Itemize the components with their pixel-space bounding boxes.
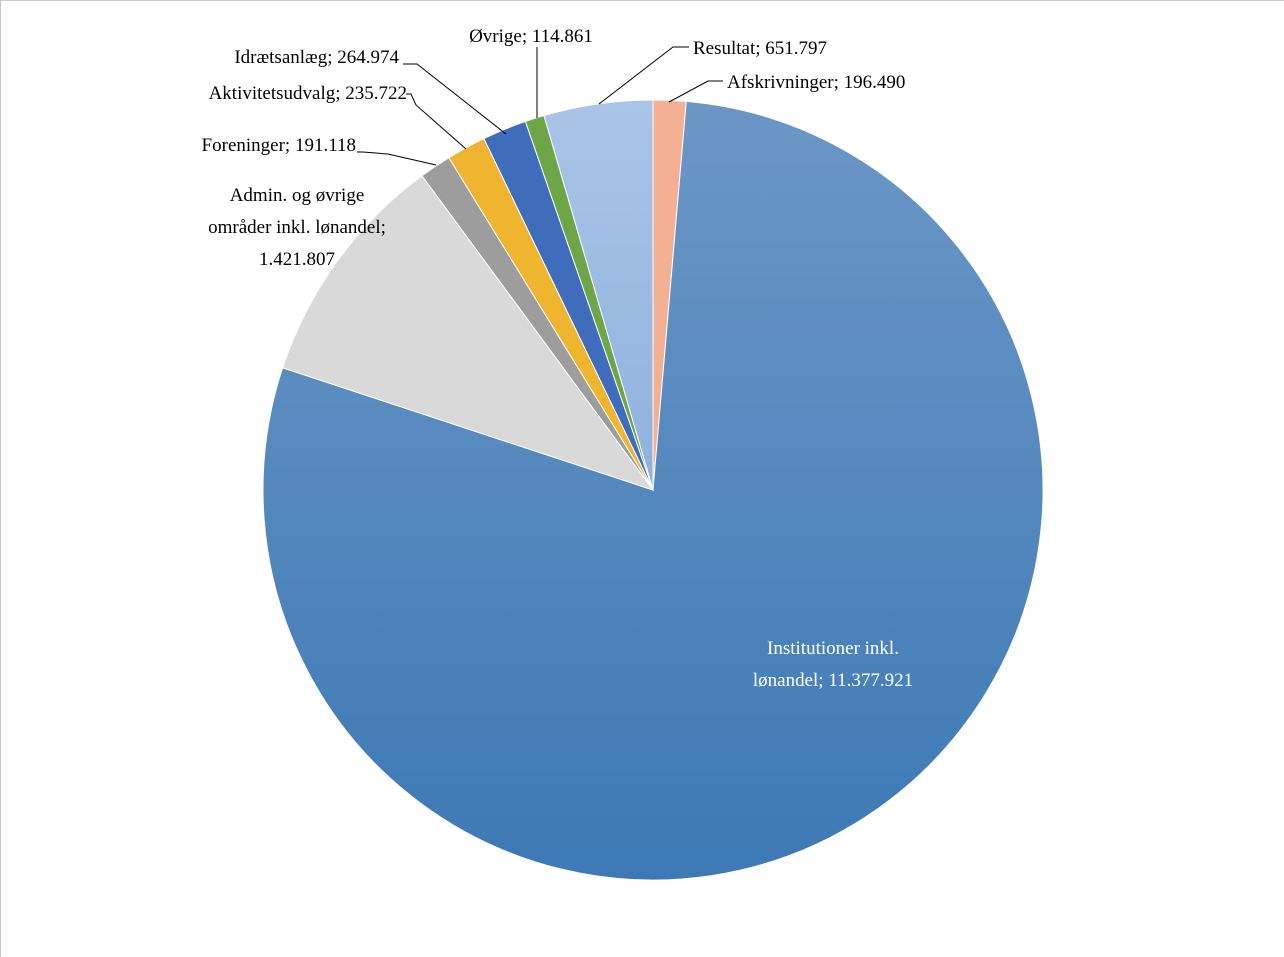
- leader-line-resultat: [598, 46, 689, 105]
- data-label-institutioner-line-2: lønandel; 11.377.921: [753, 670, 913, 691]
- data-label-idraetsanlaeg: Idrætsanlæg; 264.974: [234, 47, 399, 68]
- leader-lines: [357, 46, 723, 166]
- data-labels: Afskrivninger; 196.490 Resultat; 651.797…: [202, 26, 914, 691]
- data-label-admin-line-2: områder inkl. lønandel;: [208, 217, 386, 238]
- leader-line-idraetsanlaeg: [403, 63, 507, 135]
- data-label-admin-line-3: 1.421.807: [259, 249, 335, 270]
- data-label-ovrige: Øvrige; 114.861: [469, 26, 593, 47]
- data-label-resultat: Resultat; 651.797: [693, 38, 827, 59]
- leader-line-foreninger: [357, 151, 437, 166]
- leader-line-aktivitetsudvalg: [406, 93, 467, 150]
- data-label-afskrivninger: Afskrivninger; 196.490: [727, 72, 905, 93]
- pie-slice-admin-og-ovrige-omrader-inkl-lonandel: [282, 175, 655, 491]
- data-label-admin-line-1: Admin. og øvrige: [230, 185, 365, 206]
- pie-slices: [262, 99, 1044, 881]
- data-label-institutioner-line-1: Institutioner inkl.: [767, 638, 899, 659]
- data-label-foreninger: Foreninger; 191.118: [202, 135, 356, 156]
- pie-slice-resultat: [543, 99, 654, 491]
- pie-slice-institutioner-inkl-lonandel: [262, 100, 1044, 881]
- data-label-aktivitetsudvalg: Aktivitetsudvalg; 235.722: [209, 83, 407, 104]
- leader-line-afskrivninger: [668, 80, 723, 103]
